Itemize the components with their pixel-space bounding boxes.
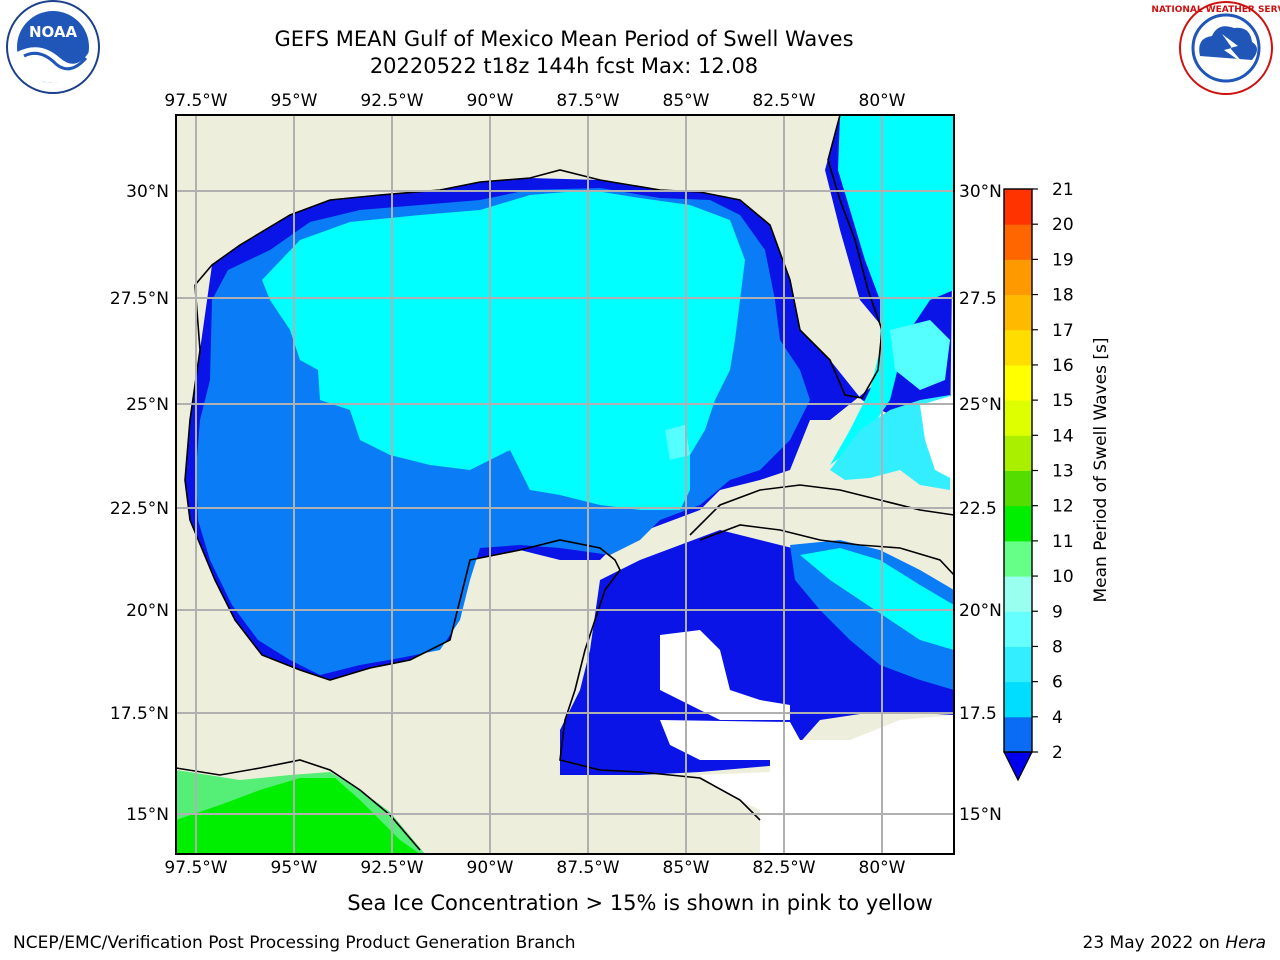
longitude-labels-top: 97.5°W 95°W 92.5°W 90°W 87.5°W 85°W 82.5…	[164, 91, 905, 111]
latitude-labels-left: 30°N 27.5°N 25°N 22.5°N 20°N 17.5°N 15°N	[110, 182, 169, 825]
atlantic-field-high-3	[830, 395, 950, 490]
lon-label: 85°W	[663, 91, 710, 111]
colorbar-segment	[1004, 435, 1032, 471]
lat-label: 30°N	[959, 182, 1002, 202]
lon-label: 80°W	[859, 858, 906, 878]
colorbar-segment	[1004, 470, 1032, 507]
lat-label: 27.5°N	[110, 289, 169, 309]
map-title: GEFS MEAN Gulf of Mexico Mean Period of …	[274, 27, 854, 51]
colorbar-tick-label: 6	[1052, 673, 1063, 693]
caption-text: Sea Ice Concentration > 15% is shown in …	[347, 891, 933, 915]
lon-label: 95°W	[271, 858, 318, 878]
no-data-patch-3	[920, 395, 954, 480]
footer-host: Hera	[1225, 933, 1266, 953]
colorbar-segment	[1004, 716, 1032, 753]
ocean-field-higher	[665, 425, 690, 460]
colorbar-tick-label: 10	[1052, 567, 1074, 587]
graticule	[176, 115, 954, 854]
colorbar-segment	[1004, 576, 1032, 612]
lat-label: 17.5°N	[110, 704, 169, 724]
footer-date-text: 23 May 2022 on	[1082, 933, 1220, 953]
noaa-logo-text: NOAA	[29, 23, 78, 41]
noaa-logo: NOAA	[6, 0, 100, 94]
lon-label: 95°W	[271, 91, 318, 111]
lon-label: 80°W	[859, 91, 906, 111]
lat-label: 30°N	[126, 182, 169, 202]
colorbar-tick-label: 12	[1052, 497, 1074, 517]
colorbar-tick-label: 15	[1052, 391, 1074, 411]
atlantic-field-higher	[890, 320, 950, 390]
colorbar-segment	[1004, 224, 1032, 260]
lon-label: 90°W	[467, 91, 514, 111]
colorbar: 2 4 6 8 9 10 11 12 13 14 15 16 17 18 19 20 21	[1003, 180, 1074, 782]
colorbar-extend-arrow	[1003, 751, 1033, 782]
colorbar-segment	[1004, 646, 1032, 683]
colorbar-segment	[1004, 611, 1032, 647]
latitude-labels-right: 30°N 27.5 25°N 22.5 20°N 17.5 15°N	[959, 182, 1002, 825]
map-subtitle: 20220522 t18z 144h fcst Max: 12.08	[369, 54, 759, 78]
map-panel	[176, 115, 954, 854]
lon-label: 87.5°W	[556, 858, 619, 878]
lat-label: 15°N	[126, 805, 169, 825]
lon-label: 92.5°W	[360, 858, 423, 878]
footer-date: 23 May 2022 on Hera	[1083, 933, 1267, 953]
colorbar-tick-label: 20	[1052, 215, 1074, 235]
colorbar-segment	[1004, 189, 1032, 225]
colorbar-segment	[1004, 681, 1032, 718]
colorbar-segment	[1004, 294, 1032, 331]
colorbar-segment	[1004, 400, 1032, 436]
colorbar-segment	[1004, 259, 1032, 296]
lon-label: 87.5°W	[556, 91, 619, 111]
colorbar-tick-label: 2	[1052, 743, 1063, 763]
colorbar-segment	[1004, 505, 1032, 542]
colorbar-segment	[1004, 364, 1032, 401]
colorbar-tick-label: 18	[1052, 286, 1074, 306]
colorbar-tick-label: 11	[1052, 532, 1074, 552]
lat-label: 25°N	[959, 395, 1002, 415]
pacific-field-green	[176, 778, 420, 854]
lon-label: 82.5°W	[752, 858, 815, 878]
coastlines	[176, 115, 954, 851]
colorbar-tick-label: 8	[1052, 637, 1063, 657]
longitude-labels-bottom: 97.5°W 95°W 92.5°W 90°W 87.5°W 85°W 82.5…	[164, 858, 905, 878]
atlantic-field-high	[830, 115, 954, 465]
lat-label: 20°N	[126, 601, 169, 621]
colorbar-tick-label: 19	[1052, 250, 1074, 270]
lon-label: 90°W	[467, 858, 514, 878]
colorbar-tick-label: 13	[1052, 462, 1074, 482]
footer-credit: NCEP/EMC/Verification Post Processing Pr…	[13, 933, 576, 953]
colorbar-tick-label: 4	[1052, 708, 1063, 728]
no-data-patch	[660, 630, 790, 720]
colorbar-tick-label: 17	[1052, 321, 1074, 341]
lon-label: 82.5°W	[752, 91, 815, 111]
colorbar-tick-label: 14	[1052, 426, 1074, 446]
colorbar-tick-label: 21	[1052, 180, 1074, 200]
lat-label: 22.5°N	[110, 499, 169, 519]
nws-logo-text: NATIONAL WEATHER SERVICE	[1151, 5, 1280, 15]
colorbar-tick-label: 16	[1052, 356, 1074, 376]
ocean-field-high	[262, 190, 745, 510]
lon-label: 97.5°W	[164, 858, 227, 878]
lon-label: 85°W	[663, 858, 710, 878]
lat-label: 25°N	[126, 395, 169, 415]
colorbar-tick-label: 9	[1052, 602, 1063, 622]
lat-label: 20°N	[959, 601, 1002, 621]
colorbar-segment	[1004, 329, 1032, 366]
lat-label: 27.5	[959, 289, 997, 309]
no-data-patch-2	[660, 715, 954, 854]
caption: Sea Ice Concentration > 15% is shown in …	[0, 891, 1280, 915]
lat-label: 22.5	[959, 499, 997, 519]
map-frame	[175, 114, 955, 855]
lon-label: 97.5°W	[164, 91, 227, 111]
colorbar-label: Mean Period of Swell Waves [s]	[1091, 338, 1111, 603]
nws-logo: NATIONAL WEATHER SERVICE	[1151, 1, 1280, 95]
atlantic-field-high-2	[800, 548, 954, 650]
lat-label: 17.5	[959, 704, 997, 724]
lat-label: 15°N	[959, 805, 1002, 825]
lon-label: 92.5°W	[360, 91, 423, 111]
colorbar-segment	[1004, 540, 1032, 577]
